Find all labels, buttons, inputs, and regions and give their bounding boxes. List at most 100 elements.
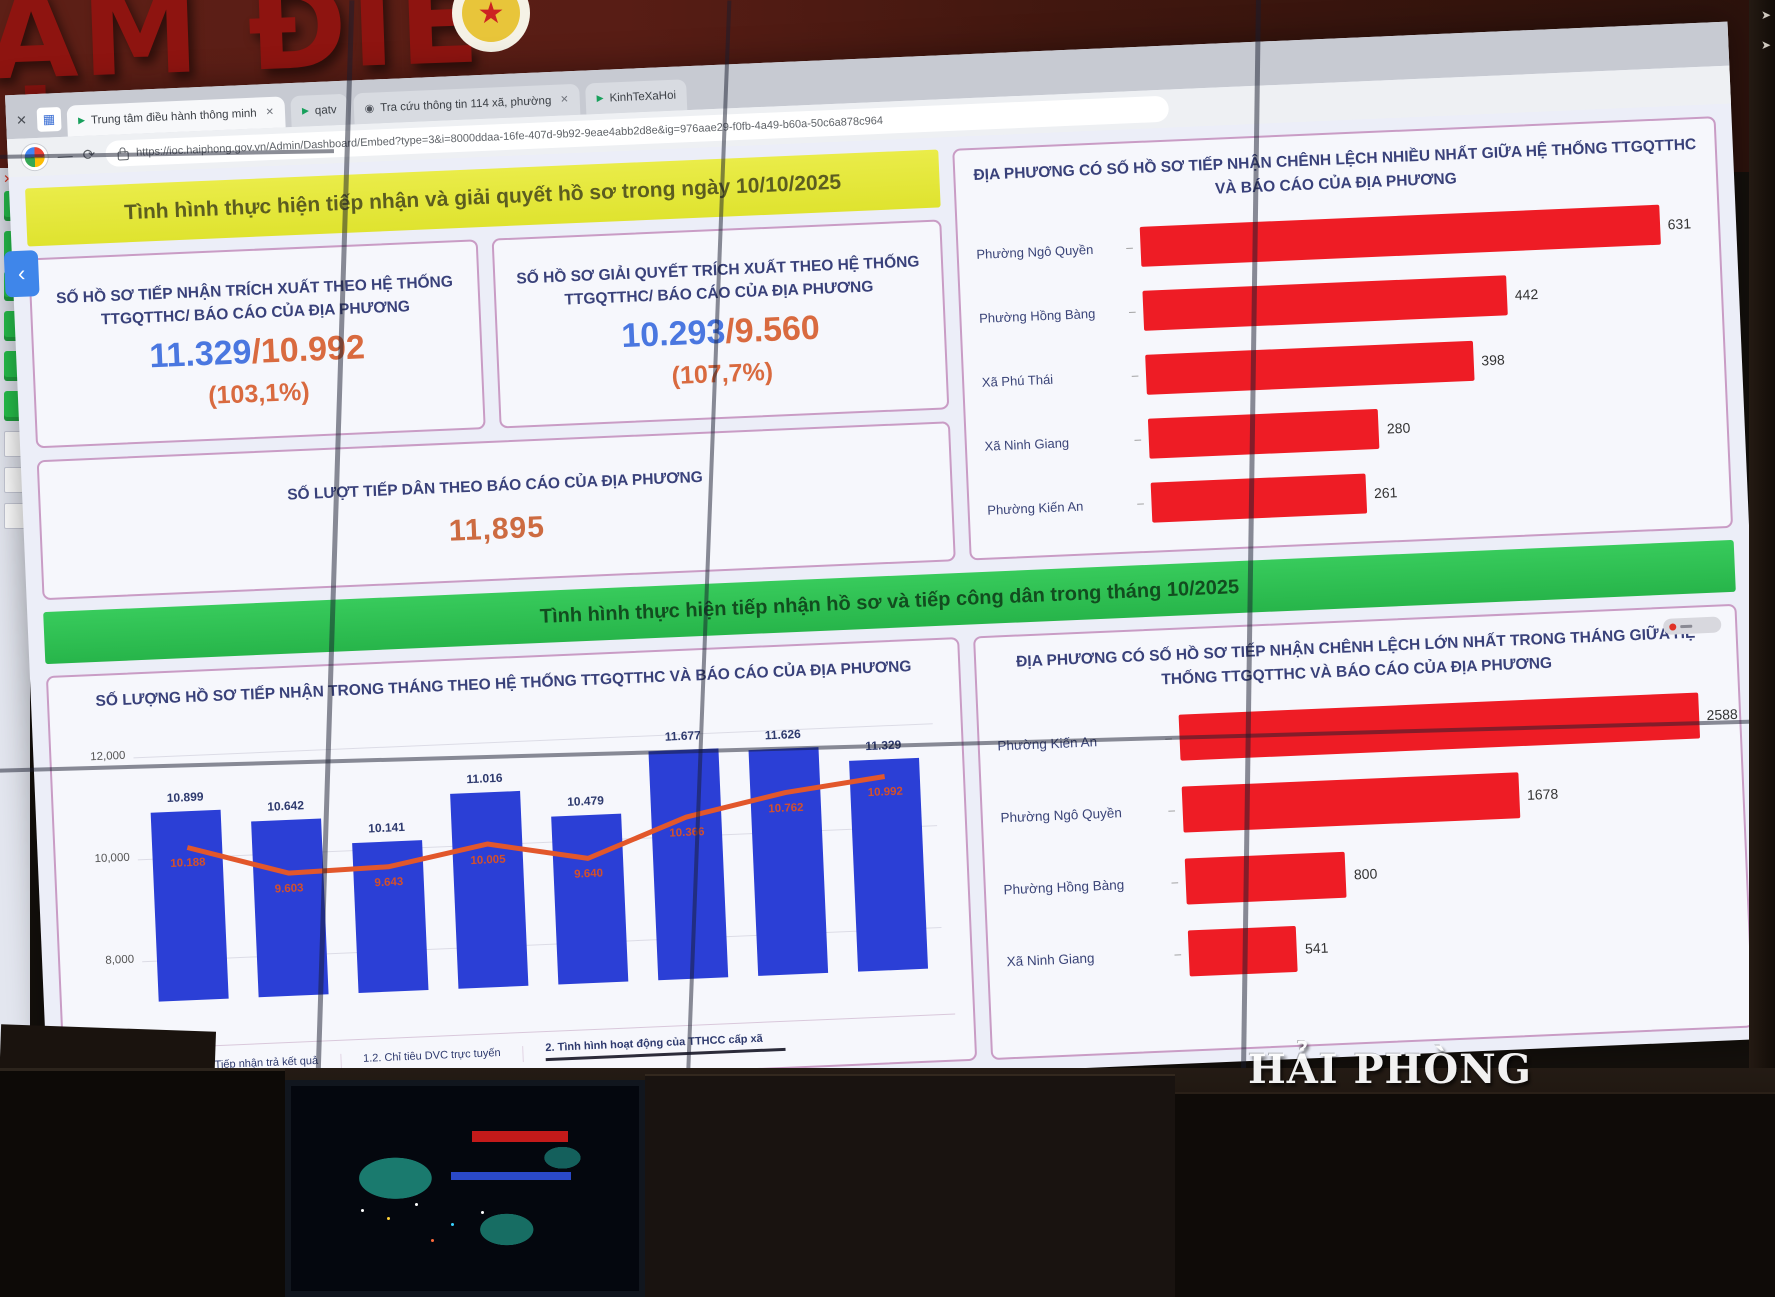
y-tick-label: 8,000	[105, 953, 135, 967]
bar[interactable]	[1184, 851, 1347, 905]
monthly-banner-text: Tình hình thực hiện tiếp nhận hồ sơ và t…	[539, 575, 1240, 628]
received-card: SỐ HỒ SƠ TIẾP NHẬN TRÍCH XUẤT THEO HỆ TH…	[28, 239, 486, 449]
bar-track: 442	[1142, 267, 1704, 331]
stat-cards-row: SỐ HỒ SƠ TIẾP NHẬN TRÍCH XUẤT THEO HỆ TH…	[28, 219, 949, 449]
value-label: 280	[1386, 419, 1411, 437]
map-red-label	[471, 1131, 568, 1143]
category-label: Phường Ngô Quyền	[1000, 804, 1123, 825]
browser-tab[interactable]: ▶ qatv	[290, 93, 349, 128]
dashboard: ‹ Tình hình thực hiện tiếp nhận và giải …	[3, 104, 1771, 1113]
map-dots	[360, 1209, 364, 1212]
category-label: Xã Ninh Giang	[984, 434, 1070, 454]
bar-track: 541	[1187, 907, 1731, 977]
record-dot-icon	[1669, 622, 1677, 631]
app-icon[interactable]: ▦	[36, 106, 62, 132]
value-label: 398	[1480, 351, 1506, 369]
resolved-report-value: 9.560	[733, 308, 821, 351]
received-card-title: SỐ HỒ SƠ TIẾP NHẬN TRÍCH XUẤT THEO HỆ TH…	[55, 273, 454, 329]
wall-pin-icon: ➤	[1760, 8, 1771, 22]
screen-tilt-wrapper: ✕ ▦ ▶ Trung tâm điều hành thông minh ✕ ▶ qat…	[3, 21, 1771, 1113]
axis-tick: –	[1134, 432, 1142, 447]
bar[interactable]	[1142, 275, 1508, 331]
daily-diff-chart-card: ĐỊA PHƯƠNG CÓ SỐ HỒ SƠ TIẾP NHẬN CHÊNH L…	[951, 116, 1734, 561]
browser-window: ✕ ▦ ▶ Trung tâm điều hành thông minh ✕ ▶ qat…	[3, 21, 1771, 1113]
value-label: 800	[1353, 865, 1378, 883]
daily-diff-chart: Phường Ngô Quyền – 631 Phường Hồng Bàng – 442…	[975, 191, 1712, 542]
bar-track: 280	[1147, 395, 1710, 459]
category-label: Phường Ngô Quyền	[976, 241, 1094, 262]
axis-tick: –	[1125, 240, 1134, 255]
category-label: Xã Phú Thái	[981, 371, 1054, 390]
resolved-system-value: 10.293	[620, 313, 727, 356]
tab-title: qatv	[314, 103, 337, 117]
y-tick-label: 12,000	[89, 749, 126, 763]
press-watermark: HẢI PHÒNG	[1248, 1046, 1532, 1093]
bar[interactable]	[1147, 408, 1380, 459]
monitor-back	[1175, 1092, 1775, 1297]
axis-tick: –	[1174, 946, 1182, 962]
monitor-back	[645, 1074, 1175, 1297]
received-card-value: 11.329/10.992	[149, 328, 366, 376]
bar-track: 261	[1150, 459, 1712, 523]
bar-track: 1678	[1181, 764, 1725, 833]
category-label: Phường Kiến An	[986, 498, 1084, 518]
monthly-diff-chart-card: ĐỊA PHƯƠNG CÓ SỐ HỒ SƠ TIẾP NHẬN CHÊNH L…	[972, 603, 1755, 1061]
collapse-sidebar-button[interactable]: ‹	[3, 250, 40, 298]
bar[interactable]	[1150, 473, 1367, 523]
received-system-value: 11.329	[148, 333, 253, 376]
map-blue-label	[451, 1172, 572, 1181]
daily-right-column: ĐỊA PHƯƠNG CÓ SỐ HỒ SƠ TIẾP NHẬN CHÊNH L…	[951, 116, 1734, 561]
tab-title: KinhTeXaHoi	[609, 89, 677, 104]
axis-tick: –	[1128, 304, 1136, 319]
bar-track: 800	[1184, 835, 1728, 905]
category-label: Xã Ninh Giang	[1006, 950, 1095, 969]
map-monitor	[285, 1080, 645, 1297]
axis-tick: –	[1131, 368, 1139, 383]
tab-title: Tra cứu thông tin 114 xã, phường	[379, 94, 552, 114]
wall-right-edge: ➤ ➤	[1749, 0, 1775, 1080]
citizen-reception-card: SỐ LƯỢT TIẾP DÂN THEO BÁO CÁO CỦA ĐỊA PH…	[36, 421, 956, 601]
y-tick-label: 10,000	[94, 851, 130, 866]
play-icon: ▶	[596, 92, 604, 104]
citizen-card-title: SỐ LƯỢT TIẾP DÂN THEO BÁO CÁO CỦA ĐỊA PH…	[286, 469, 704, 504]
received-percent: (103,1%)	[207, 377, 311, 411]
axis-tick: –	[1168, 802, 1176, 818]
daily-section: Tình hình thực hiện tiếp nhận và giải qu…	[25, 116, 1734, 601]
value-label: 1678	[1526, 785, 1559, 803]
daily-banner-text: Tình hình thực hiện tiếp nhận và giải qu…	[123, 170, 842, 225]
subtab[interactable]: 1.2. Chỉ tiêu DVC trực tuyến	[362, 1046, 524, 1069]
map-landmass	[291, 1086, 639, 1291]
city-emblem: ★	[452, 0, 530, 52]
bar[interactable]	[1144, 340, 1475, 395]
line-series	[132, 692, 943, 1002]
recording-indicator	[1662, 616, 1722, 635]
star-icon: ★	[462, 0, 520, 42]
received-report-value: 10.992	[260, 328, 366, 371]
value-label: 631	[1667, 215, 1692, 233]
daily-left-column: Tình hình thực hiện tiếp nhận và giải qu…	[25, 149, 956, 601]
globe-icon: ◉	[364, 102, 375, 115]
monitor-back	[0, 1068, 285, 1297]
subtab[interactable]: 2. Tình hình hoạt động của TTHCC cấp xã	[545, 1031, 786, 1062]
play-icon: ▶	[301, 105, 310, 116]
bar-track: 631	[1139, 203, 1701, 267]
bar[interactable]	[1139, 204, 1661, 267]
monthly-volume-chart: 12,000 10,000 8,000 10.899 10.188 10.642 9.603…	[90, 692, 943, 1002]
bar[interactable]	[1181, 772, 1521, 833]
value-label: 261	[1373, 484, 1398, 502]
play-icon: ▶	[77, 114, 86, 126]
monthly-section: SỐ LƯỢNG HỒ SƠ TIẾP NHẬN TRONG THÁNG THE…	[45, 603, 1755, 1100]
close-icon[interactable]: ✕	[15, 112, 28, 128]
category-label: Phường Hồng Bàng	[1003, 876, 1125, 897]
value-label: 442	[1514, 285, 1539, 303]
browser-tab[interactable]: ▶ KinhTeXaHoi	[585, 79, 688, 115]
category-label: Phường Hồng Bàng	[978, 305, 1096, 326]
bar-track: 398	[1144, 331, 1707, 395]
tab-close-icon[interactable]: ✕	[265, 106, 275, 119]
monthly-volume-chart-card: SỐ LƯỢNG HỒ SƠ TIẾP NHẬN TRONG THÁNG THE…	[45, 637, 977, 1100]
tab-close-icon[interactable]: ✕	[560, 94, 569, 106]
indicator-dash	[1680, 624, 1693, 628]
desk-area	[0, 1068, 1775, 1297]
resolved-percent: (107,7%)	[671, 357, 774, 391]
